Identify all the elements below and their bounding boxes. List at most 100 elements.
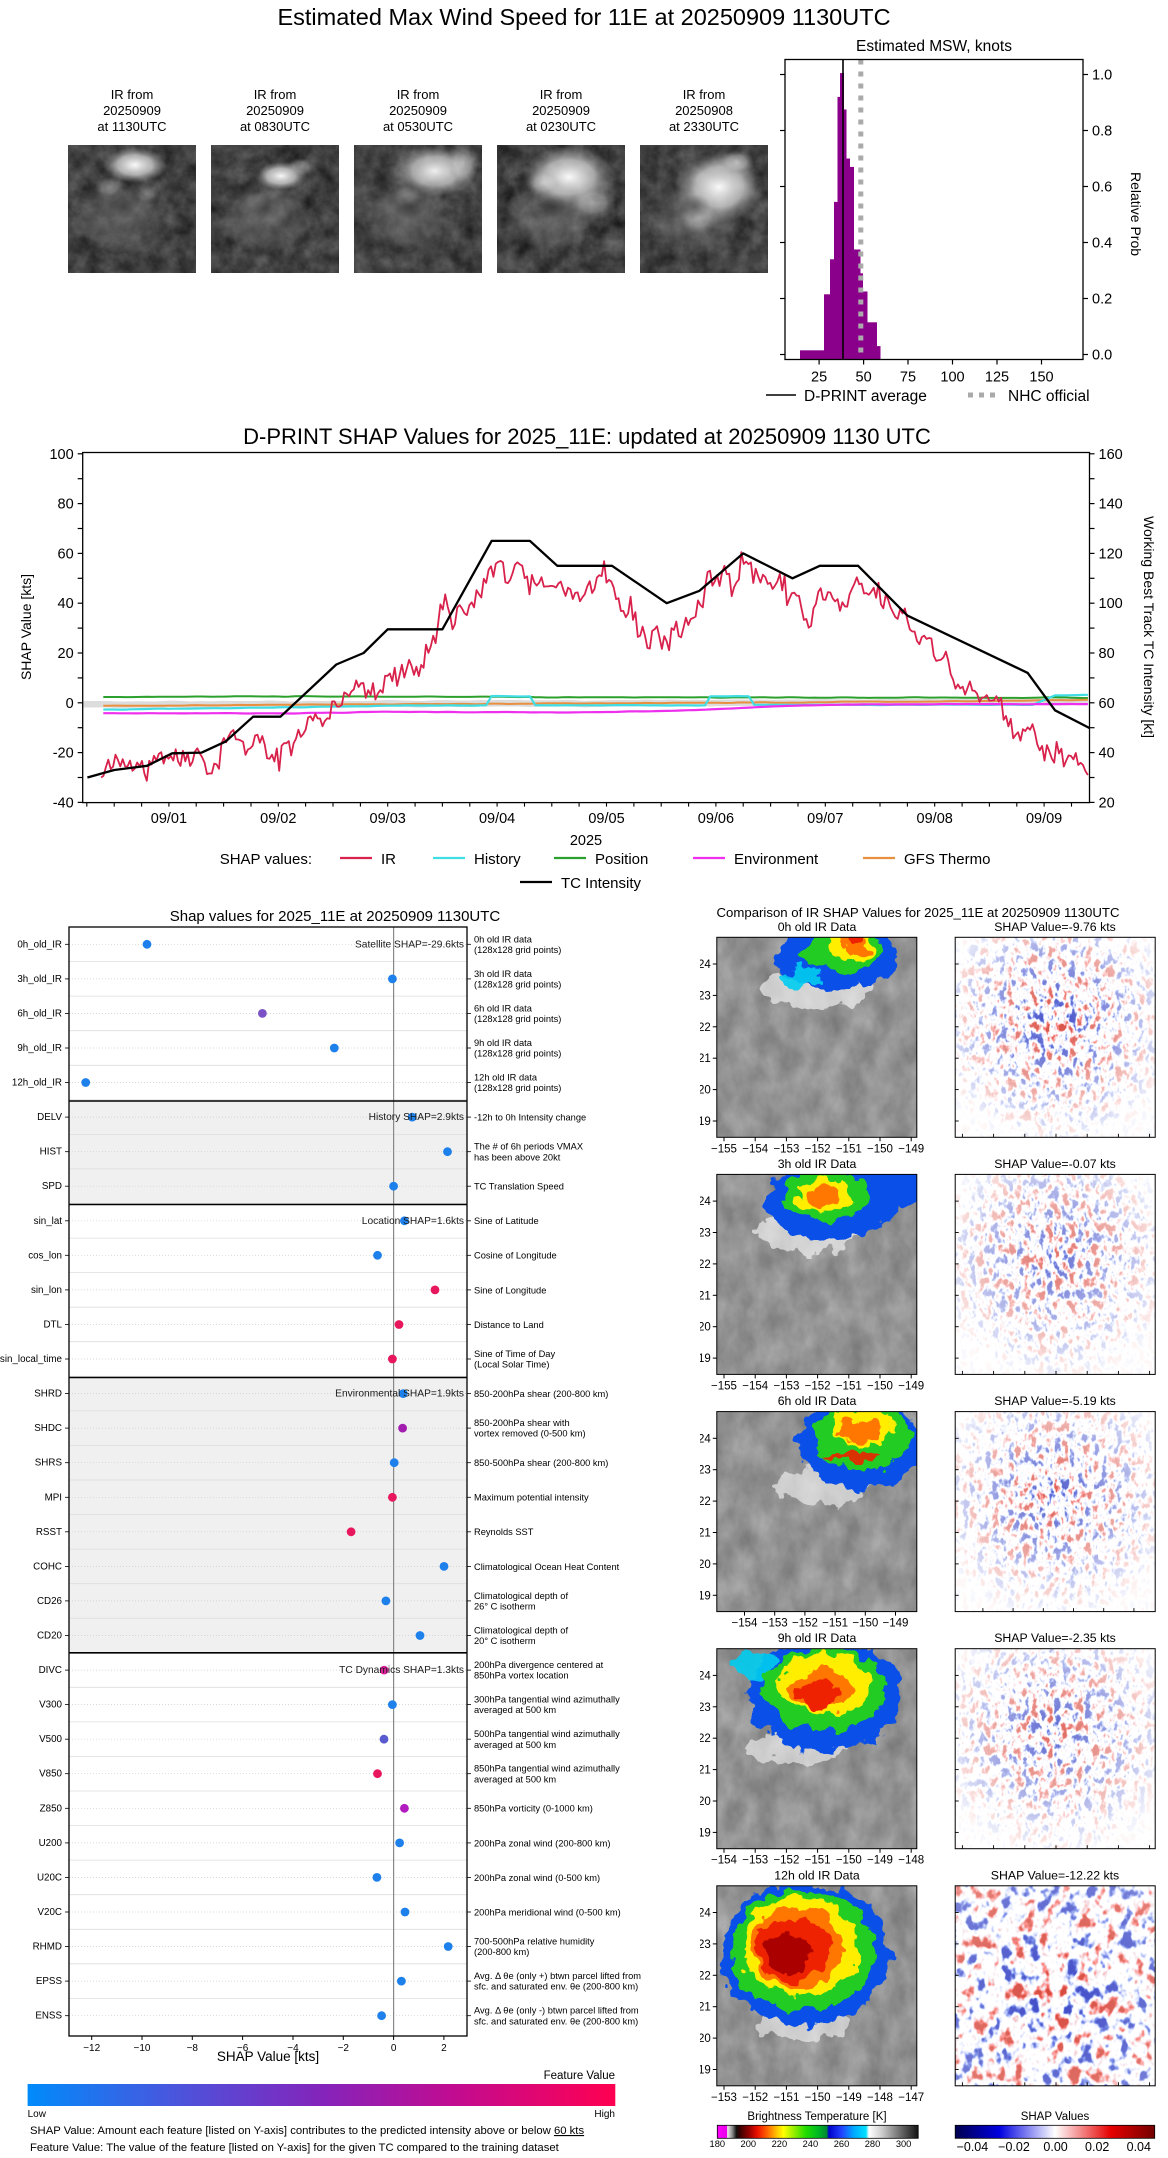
svg-text:40: 40 xyxy=(58,596,74,612)
svg-text:History SHAP=2.9kts: History SHAP=2.9kts xyxy=(369,1112,464,1123)
svg-text:150: 150 xyxy=(1029,370,1053,386)
svg-text:24: 24 xyxy=(700,1670,711,1682)
svg-text:260: 260 xyxy=(834,2139,850,2149)
svg-text:850hPa tangential wind azimuth: 850hPa tangential wind azimuthally xyxy=(474,1764,620,1774)
svg-text:TC Dynamics SHAP=1.3kts: TC Dynamics SHAP=1.3kts xyxy=(339,1665,464,1676)
svg-text:RHMD: RHMD xyxy=(33,1942,62,1953)
svg-text:9h old IR data: 9h old IR data xyxy=(474,1038,533,1048)
svg-text:19: 19 xyxy=(700,1116,711,1128)
svg-text:09/08: 09/08 xyxy=(917,811,953,827)
svg-text:−149: −149 xyxy=(867,1855,893,1867)
svg-text:(128x128 grid points): (128x128 grid points) xyxy=(474,980,561,990)
svg-text:Low: Low xyxy=(28,2109,47,2120)
svg-text:0.04: 0.04 xyxy=(1127,2140,1151,2154)
svg-text:−151: −151 xyxy=(836,1143,862,1155)
svg-text:21: 21 xyxy=(700,1053,711,1065)
svg-text:SHAP Value=-12.22 kts: SHAP Value=-12.22 kts xyxy=(991,1868,1119,1882)
svg-text:TC Intensity: TC Intensity xyxy=(561,875,642,892)
svg-text:−154: −154 xyxy=(711,1855,738,1867)
svg-text:Sine of Latitude: Sine of Latitude xyxy=(474,1216,539,1226)
svg-text:Brightness Temperature [K]: Brightness Temperature [K] xyxy=(747,2111,886,2123)
svg-text:−6: −6 xyxy=(237,2043,249,2054)
svg-text:Climatological Ocean Heat Cont: Climatological Ocean Heat Content xyxy=(474,1562,620,1572)
svg-text:-12h to 0h Intensity change: -12h to 0h Intensity change xyxy=(474,1113,586,1123)
svg-text:CD20: CD20 xyxy=(37,1631,63,1642)
svg-text:20: 20 xyxy=(58,646,74,662)
svg-text:sin_lat: sin_lat xyxy=(34,1216,63,1227)
svg-text:0h old IR data: 0h old IR data xyxy=(474,934,533,944)
svg-text:20: 20 xyxy=(1099,795,1115,811)
svg-text:0h_old_IR: 0h_old_IR xyxy=(17,939,62,950)
svg-text:U200: U200 xyxy=(39,1838,63,1849)
svg-text:averaged at 500 km: averaged at 500 km xyxy=(474,1705,556,1715)
svg-text:−155: −155 xyxy=(711,1143,737,1155)
svg-text:TC Translation Speed: TC Translation Speed xyxy=(474,1182,564,1192)
svg-text:160: 160 xyxy=(1099,447,1123,463)
svg-text:−153: −153 xyxy=(742,1855,768,1867)
svg-text:V300: V300 xyxy=(39,1700,62,1711)
svg-text:0.8: 0.8 xyxy=(1092,124,1112,140)
svg-text:Avg. Δ θe (only +) btwn parcel: Avg. Δ θe (only +) btwn parcel lifted fr… xyxy=(474,1971,641,1981)
svg-text:V850: V850 xyxy=(39,1769,62,1780)
svg-text:850-500hPa shear (200-800 km): 850-500hPa shear (200-800 km) xyxy=(474,1458,608,1468)
svg-text:cos_lon: cos_lon xyxy=(28,1250,62,1261)
svg-text:Shap values for 2025_11E at 20: Shap values for 2025_11E at 20250909 113… xyxy=(170,908,501,925)
svg-text:(128x128 grid points): (128x128 grid points) xyxy=(474,1083,561,1093)
svg-text:140: 140 xyxy=(1099,497,1123,513)
svg-text:GFS Thermo: GFS Thermo xyxy=(904,851,990,868)
svg-text:Feature Value: The value of th: Feature Value: The value of the feature … xyxy=(30,2142,560,2154)
svg-text:(128x128 grid points): (128x128 grid points) xyxy=(474,1014,561,1024)
svg-text:-20: -20 xyxy=(53,746,74,762)
svg-text:Reynolds SST: Reynolds SST xyxy=(474,1527,534,1537)
svg-text:Cosine of Longitude: Cosine of Longitude xyxy=(474,1251,557,1261)
svg-text:SHDC: SHDC xyxy=(34,1423,62,1434)
svg-text:−155: −155 xyxy=(711,1380,737,1392)
svg-text:SHAP values:: SHAP values: xyxy=(220,851,312,868)
svg-text:DTL: DTL xyxy=(43,1320,62,1331)
svg-text:High: High xyxy=(594,2109,615,2120)
svg-text:−154: −154 xyxy=(742,1380,769,1392)
svg-text:ENSS: ENSS xyxy=(35,2011,62,2022)
svg-text:180: 180 xyxy=(710,2139,726,2149)
svg-text:24: 24 xyxy=(700,1433,711,1445)
svg-text:12h_old_IR: 12h_old_IR xyxy=(12,1078,62,1089)
svg-text:averaged at 500 km: averaged at 500 km xyxy=(474,1740,556,1750)
svg-text:22: 22 xyxy=(700,1022,711,1034)
svg-text:Climatological depth of: Climatological depth of xyxy=(474,1591,568,1601)
svg-text:6h_old_IR: 6h_old_IR xyxy=(17,1008,62,1019)
svg-text:Sine of Time of Day: Sine of Time of Day xyxy=(474,1349,555,1359)
svg-text:200hPa divergence centered at: 200hPa divergence centered at xyxy=(474,1660,604,1670)
svg-text:300hPa tangential wind azimuth: 300hPa tangential wind azimuthally xyxy=(474,1695,620,1705)
svg-text:09/04: 09/04 xyxy=(479,811,515,827)
svg-text:20: 20 xyxy=(700,1085,711,1097)
svg-text:Sine of Longitude: Sine of Longitude xyxy=(474,1285,546,1295)
svg-text:Climatological depth of: Climatological depth of xyxy=(474,1626,568,1636)
svg-text:Working Best Track TC Intensit: Working Best Track TC Intensity [kt] xyxy=(1141,516,1157,738)
svg-text:−150: −150 xyxy=(852,1618,878,1630)
svg-text:D-PRINT average: D-PRINT average xyxy=(804,388,927,405)
svg-text:100: 100 xyxy=(49,447,73,463)
svg-text:−148: −148 xyxy=(867,2092,893,2104)
svg-text:−149: −149 xyxy=(836,2092,862,2104)
svg-text:300: 300 xyxy=(896,2139,912,2149)
svg-text:(128x128 grid points): (128x128 grid points) xyxy=(474,945,561,955)
svg-text:RSST: RSST xyxy=(36,1527,62,1538)
svg-text:−152: −152 xyxy=(805,1143,831,1155)
svg-text:−150: −150 xyxy=(867,1143,893,1155)
svg-text:500hPa tangential wind azimuth: 500hPa tangential wind azimuthally xyxy=(474,1729,620,1739)
svg-text:700-500hPa relative humidity: 700-500hPa relative humidity xyxy=(474,1937,595,1947)
svg-text:75: 75 xyxy=(900,370,916,386)
svg-text:19: 19 xyxy=(700,1827,711,1839)
svg-text:0h old IR Data: 0h old IR Data xyxy=(778,920,857,934)
svg-text:120: 120 xyxy=(1099,546,1123,562)
svg-text:200: 200 xyxy=(741,2139,757,2149)
svg-text:SHAP Value=-0.07 kts: SHAP Value=-0.07 kts xyxy=(994,1157,1116,1171)
svg-text:MPI: MPI xyxy=(45,1492,62,1503)
svg-text:SPD: SPD xyxy=(42,1181,62,1192)
svg-text:Environmental SHAP=1.9kts: Environmental SHAP=1.9kts xyxy=(335,1389,464,1400)
svg-text:−12: −12 xyxy=(83,2043,100,2054)
svg-text:V20C: V20C xyxy=(37,1907,62,1918)
svg-text:6h old IR Data: 6h old IR Data xyxy=(778,1394,857,1408)
svg-text:−149: −149 xyxy=(898,1143,924,1155)
svg-text:24: 24 xyxy=(700,1908,711,1920)
